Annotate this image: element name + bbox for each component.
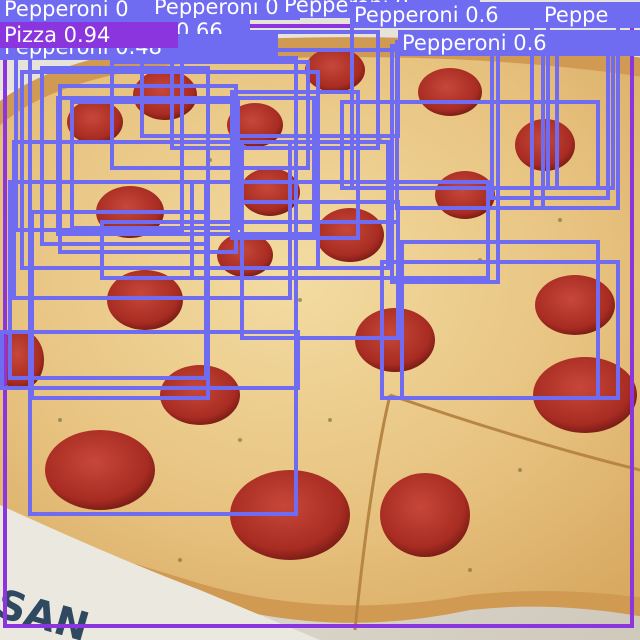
pepperoni-slice — [535, 275, 615, 335]
pizza-detection-label: Pizza 0.94 — [0, 22, 178, 48]
detection-label: Pepperoni 0.6 — [350, 2, 550, 28]
pepperoni-bounding-box — [380, 260, 620, 400]
pepperoni-bounding-box — [110, 60, 310, 170]
pepperoni-bounding-box — [230, 90, 360, 240]
pizza-box-front-wall — [0, 505, 320, 640]
slice-cut — [389, 393, 640, 472]
pizza-bounding-box — [3, 24, 634, 628]
pepperoni-slice — [355, 308, 435, 372]
pepperoni-bounding-box — [0, 330, 300, 390]
detection-label: Pepperoni 0.6 — [398, 30, 640, 56]
pepperoni-slice — [533, 357, 637, 433]
pepperoni-bounding-box — [56, 96, 316, 236]
pepperoni-slice — [67, 100, 123, 144]
pepperoni-slice — [380, 473, 470, 557]
pepperoni-bounding-box — [20, 70, 320, 270]
detection-label: Peppe — [540, 2, 640, 28]
pepperoni-bounding-box — [240, 140, 390, 270]
pepperoni-slice — [107, 270, 183, 330]
slice-cut — [353, 394, 392, 631]
pepperoni-slice — [418, 68, 482, 116]
pepperoni-slice — [45, 430, 155, 510]
pepperoni-bounding-box — [30, 210, 210, 400]
pepperoni-bounding-box — [340, 100, 600, 190]
pepperoni-bounding-box — [70, 100, 240, 230]
detection-label: Pepperoni 0.65 — [150, 0, 300, 20]
pepperoni-bounding-box — [170, 30, 380, 150]
pepperoni-bounding-box — [40, 66, 210, 246]
pepperoni-slice — [160, 365, 240, 425]
